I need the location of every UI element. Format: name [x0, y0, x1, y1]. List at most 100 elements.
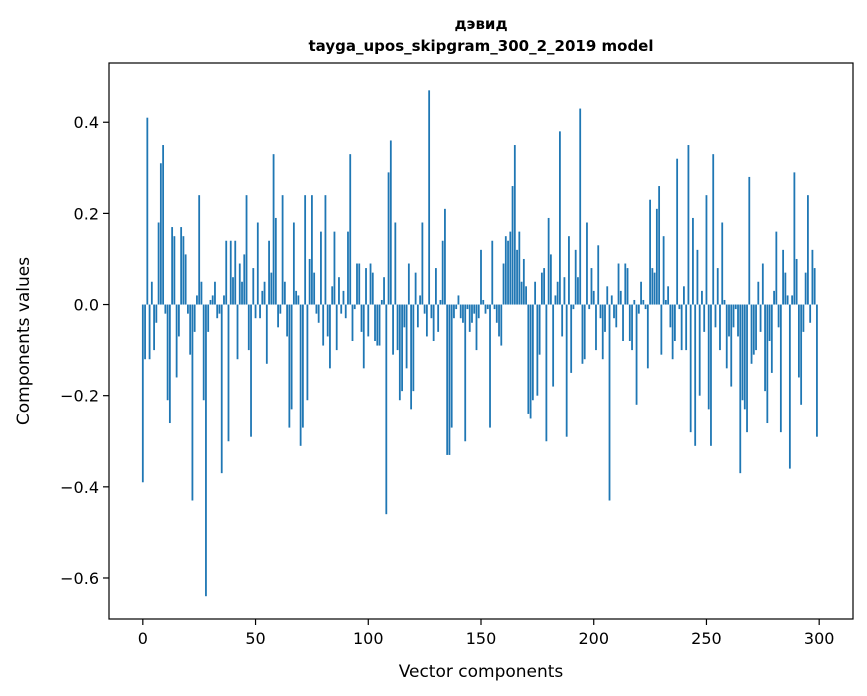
bar-130	[435, 268, 437, 305]
bar-195	[581, 304, 584, 364]
bar-44	[241, 281, 243, 305]
bar-21	[189, 304, 192, 355]
bar-280	[773, 290, 775, 305]
bar-46	[245, 195, 248, 305]
bar-155	[491, 240, 494, 305]
bar-199	[590, 268, 593, 305]
bar-97	[360, 304, 363, 332]
bar-196	[583, 304, 586, 360]
bar-247	[698, 304, 701, 396]
bar-70	[299, 304, 302, 446]
bar-265	[739, 304, 742, 474]
bar-124	[421, 222, 424, 305]
bar-178	[543, 268, 546, 305]
bar-35	[220, 304, 223, 474]
bar-264	[737, 304, 739, 337]
bar-172	[529, 304, 532, 419]
bar-134	[444, 208, 446, 305]
bar-201	[595, 304, 597, 351]
bar-184	[556, 281, 559, 305]
bar-74	[308, 258, 311, 305]
bar-29	[207, 304, 210, 332]
bar-96	[358, 263, 361, 305]
bar-10	[164, 304, 167, 314]
bar-169	[522, 258, 525, 305]
bar-268	[746, 304, 748, 433]
bar-49	[252, 268, 255, 305]
bar-258	[723, 299, 726, 305]
bar-45	[243, 254, 246, 305]
bar-50	[254, 304, 257, 319]
bar-167	[518, 231, 521, 305]
bar-185	[559, 131, 561, 305]
bar-125	[423, 304, 426, 314]
y-tick-label: 0.4	[74, 113, 99, 132]
bar-164	[511, 186, 514, 305]
bar-200	[592, 290, 595, 305]
bar-41	[234, 240, 237, 305]
bar-85	[333, 231, 336, 305]
bar-57	[270, 272, 273, 305]
bar-42	[236, 304, 239, 360]
bar-115	[401, 304, 403, 392]
bar-128	[430, 304, 433, 319]
bar-251	[707, 304, 710, 410]
bar-248	[701, 290, 703, 305]
bar-98	[362, 304, 365, 369]
bar-33	[216, 304, 219, 319]
bar-55	[265, 304, 268, 364]
bar-136	[448, 304, 451, 455]
plot-area-frame	[108, 62, 854, 620]
bar-296	[809, 304, 812, 323]
bar-288	[791, 295, 794, 305]
bar-83	[329, 304, 331, 369]
bar-256	[719, 304, 721, 351]
x-tick-label: 150	[466, 629, 497, 648]
bar-267	[743, 304, 746, 410]
bar-209	[613, 304, 615, 319]
bar-242	[687, 145, 690, 305]
bar-227	[653, 272, 656, 305]
bar-287	[788, 304, 791, 469]
bar-238	[678, 304, 681, 310]
bar-107	[383, 277, 385, 305]
bar-183	[554, 295, 557, 305]
bar-88	[340, 304, 343, 314]
bar-105	[378, 304, 381, 346]
bar-99	[365, 268, 367, 305]
bar-197	[586, 222, 588, 305]
bar-214	[624, 263, 627, 305]
bar-14	[173, 236, 176, 305]
bar-109	[387, 172, 390, 305]
bar-114	[398, 304, 401, 401]
bar-24	[196, 295, 198, 305]
bar-80	[322, 304, 325, 346]
bar-9	[162, 145, 165, 305]
bar-16	[177, 304, 180, 337]
bar-153	[486, 304, 489, 310]
bar-165	[513, 145, 516, 305]
x-tick-label: 200	[578, 629, 609, 648]
bar-270	[750, 304, 753, 364]
bar-180	[547, 217, 550, 305]
bar-174	[534, 281, 537, 305]
bar-246	[696, 249, 699, 305]
bar-202	[597, 245, 600, 305]
bar-233	[667, 286, 670, 305]
bar-22	[191, 304, 194, 501]
bar-162	[507, 240, 509, 305]
bar-113	[396, 304, 399, 351]
bar-157	[495, 304, 498, 323]
bar-92	[349, 154, 352, 305]
bar-281	[775, 231, 778, 305]
bar-69	[297, 295, 300, 305]
y-tick-label: −0.2	[60, 387, 99, 406]
bar-23	[193, 304, 196, 332]
bar-266	[741, 304, 744, 401]
bar-272	[755, 304, 757, 351]
bar-149	[477, 304, 480, 319]
bar-210	[615, 304, 618, 328]
bar-230	[660, 304, 663, 355]
bar-292	[800, 304, 803, 405]
bar-145	[468, 304, 471, 332]
